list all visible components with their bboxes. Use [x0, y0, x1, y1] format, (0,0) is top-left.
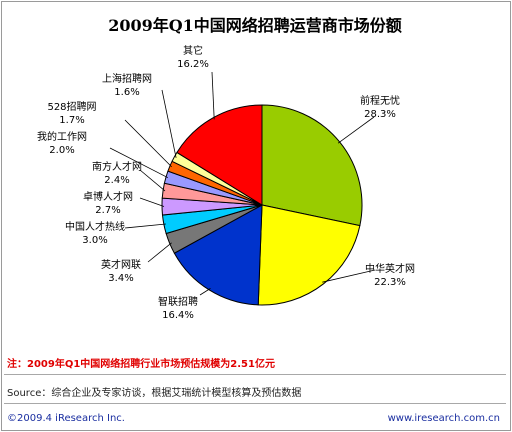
slice-value-label: 2.0% [49, 145, 74, 156]
slice-value-label: 3.0% [82, 235, 107, 246]
pie-slice [261, 104, 363, 227]
slice-label: 其它 [183, 44, 203, 57]
slice-label: 上海招聘网 [102, 72, 152, 85]
slice-label: 南方人才网 [92, 160, 142, 173]
slice-label: 智联招聘 [158, 295, 198, 308]
slice-label: 中国人才热线 [65, 220, 125, 233]
slice-value-label: 2.7% [95, 205, 120, 216]
slice-label: 我的工作网 [37, 130, 87, 143]
slice-value-label: 1.7% [59, 115, 84, 126]
leader-line [124, 223, 166, 229]
pie-slice [176, 104, 263, 206]
leader-line [161, 89, 177, 158]
slice-value-label: 1.6% [114, 87, 139, 98]
slice-value-label: 3.4% [108, 273, 133, 284]
leader-line [337, 116, 375, 144]
leader-line [322, 269, 376, 283]
pie-slice [173, 204, 263, 306]
slice-label: 英才网联 [101, 258, 141, 271]
slice-value-label: 16.2% [177, 59, 209, 70]
divider-top [4, 374, 506, 375]
market-size-note: 注：2009年Q1中国网络招聘行业市场预估规模为2.51亿元 [7, 359, 275, 370]
website-link[interactable]: www.iresearch.com.cn [387, 413, 500, 424]
leader-line [139, 169, 166, 192]
copyright-text: ©2009.4 iResearch Inc. [7, 413, 125, 424]
slice-value-label: 22.3% [374, 277, 406, 288]
slice-value-label: 2.4% [104, 175, 129, 186]
source-text: Source：综合企业及专家访谈，根据艾瑞统计模型核算及预估数据 [7, 388, 302, 399]
slice-value-label: 28.3% [364, 109, 396, 120]
slice-label: 卓博人才网 [83, 190, 133, 203]
leader-line [109, 147, 169, 179]
pie-chart: 前程无忧 28.3% 中华英才网 22.3% 智联招聘 16.4% 英才网联 3.4% 中国人才… [37, 44, 415, 321]
leader-line [147, 242, 172, 263]
divider-bottom [4, 403, 506, 404]
chart-title: 2009年Q1中国网络招聘运营商市场份额 [108, 16, 402, 35]
leader-line [199, 288, 211, 296]
pie-slice [257, 204, 361, 306]
slice-label: 528招聘网 [47, 100, 96, 113]
leader-line [139, 197, 165, 207]
slice-value-label: 16.4% [162, 310, 194, 321]
leader-line [211, 71, 215, 120]
slice-label: 中华英才网 [365, 262, 415, 275]
slice-label: 前程无忧 [360, 94, 400, 107]
leader-line [124, 119, 172, 168]
